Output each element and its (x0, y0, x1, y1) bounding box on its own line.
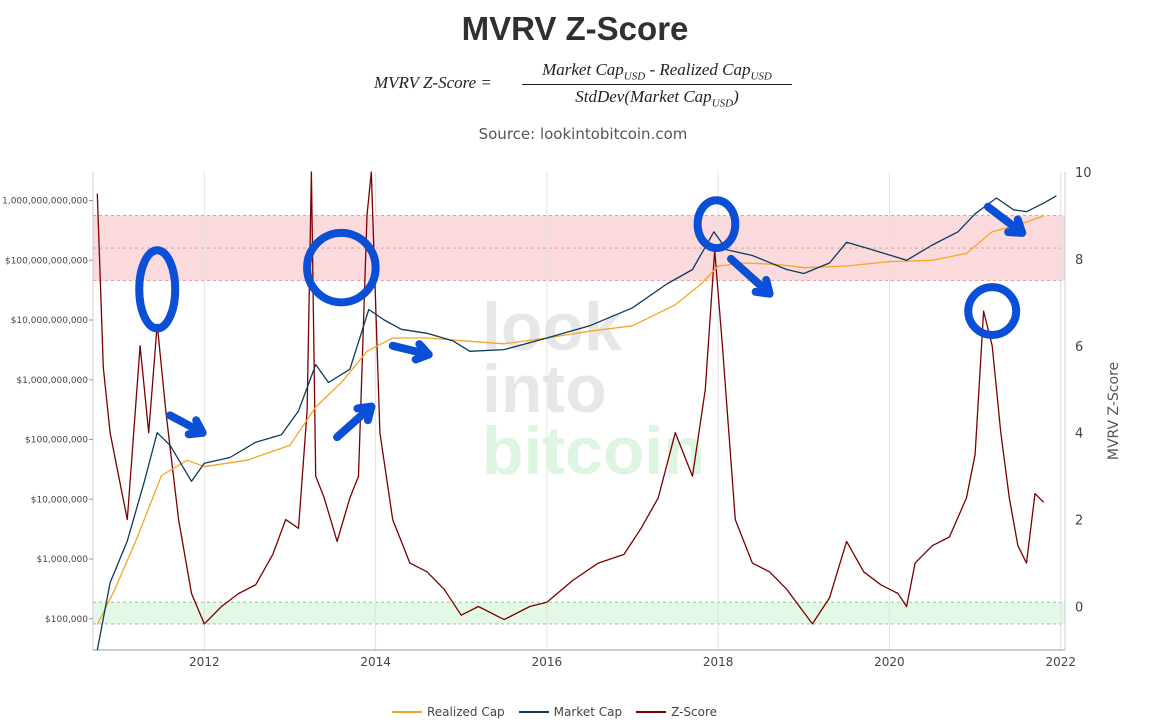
annotation-arrow (333, 402, 376, 442)
annotation-circle (693, 196, 740, 253)
y-left-tick-label: $1,000,000,000 (16, 376, 88, 386)
x-tick-label: 2012 (189, 655, 220, 669)
watermark-text: look (482, 289, 622, 365)
annotation-arrowhead (353, 402, 376, 425)
legend-swatch (518, 711, 549, 713)
legend-item[interactable]: Realized Cap (392, 705, 505, 719)
legend-swatch (392, 711, 422, 713)
x-tick-label: 2014 (360, 655, 391, 669)
y-left-tick-label: 1,000,000,000,000 (2, 197, 88, 207)
legend-label: Realized Cap (427, 705, 505, 719)
annotation-circle (135, 246, 180, 333)
x-tick-label: 2020 (874, 655, 905, 669)
y-left-tick-label: $100,000,000,000 (5, 256, 88, 266)
x-tick-label: 2018 (703, 655, 734, 669)
source-note: Source: lookintobitcoin.com (478, 125, 688, 143)
formula-denominator: StdDev(Market CapUSD) (575, 87, 739, 110)
watermark-text: bitcoin (482, 413, 705, 489)
y-left-tick-label: $10,000,000,000 (11, 316, 89, 326)
y-left-tick-label: $1,000,000 (36, 555, 88, 565)
y-right-tick-label: 8 (1075, 253, 1083, 268)
legend-item[interactable]: Market Cap (518, 705, 623, 719)
zscore-line (96, 171, 1045, 625)
legend-swatch (636, 711, 667, 713)
legend-label: Market Cap (553, 705, 623, 719)
annotation-arrowhead (411, 340, 433, 364)
y-right-tick-label: 4 (1075, 427, 1083, 442)
market-cap-line (96, 195, 1057, 651)
watermark-text: into (482, 351, 607, 427)
x-tick-label: 2016 (532, 655, 563, 669)
annotation-arrow (727, 254, 774, 298)
y-left-tick-label: $10,000,000 (31, 495, 89, 505)
y-left-tick-label: $100,000,000 (25, 436, 88, 446)
y-right-tick-label: 0 (1075, 601, 1083, 616)
annotation-circle (964, 283, 1021, 339)
chart-title: MVRV Z-Score (461, 10, 689, 47)
formula-fraction: Market CapUSD - Realized CapUSD StdDev(M… (522, 60, 792, 110)
legend-item[interactable]: Z-Score (636, 705, 717, 719)
y-right-axis-title: MVRV Z-Score (1106, 362, 1122, 460)
y-right-tick-label: 10 (1075, 166, 1092, 181)
annotation-arrowhead (1004, 215, 1027, 237)
annotation-arrow (983, 202, 1027, 237)
x-tick-label: 2022 (1045, 655, 1076, 669)
annotation-circle (303, 228, 380, 307)
formula-lhs: MVRV Z-Score = (374, 73, 492, 92)
y-right-tick-label: 2 (1075, 514, 1083, 529)
legend-label: Z-Score (671, 705, 718, 719)
legend: Realized Cap Market Cap Z-Score (392, 705, 717, 719)
green-zone-band (93, 602, 1065, 624)
y-left-tick-label: $100,000 (45, 615, 88, 625)
annotation-arrowhead (751, 276, 774, 298)
y-right-tick-label: 6 (1075, 340, 1083, 355)
annotation-arrowhead (184, 416, 207, 439)
formula-numerator: Market CapUSD - Realized CapUSD (522, 60, 792, 86)
